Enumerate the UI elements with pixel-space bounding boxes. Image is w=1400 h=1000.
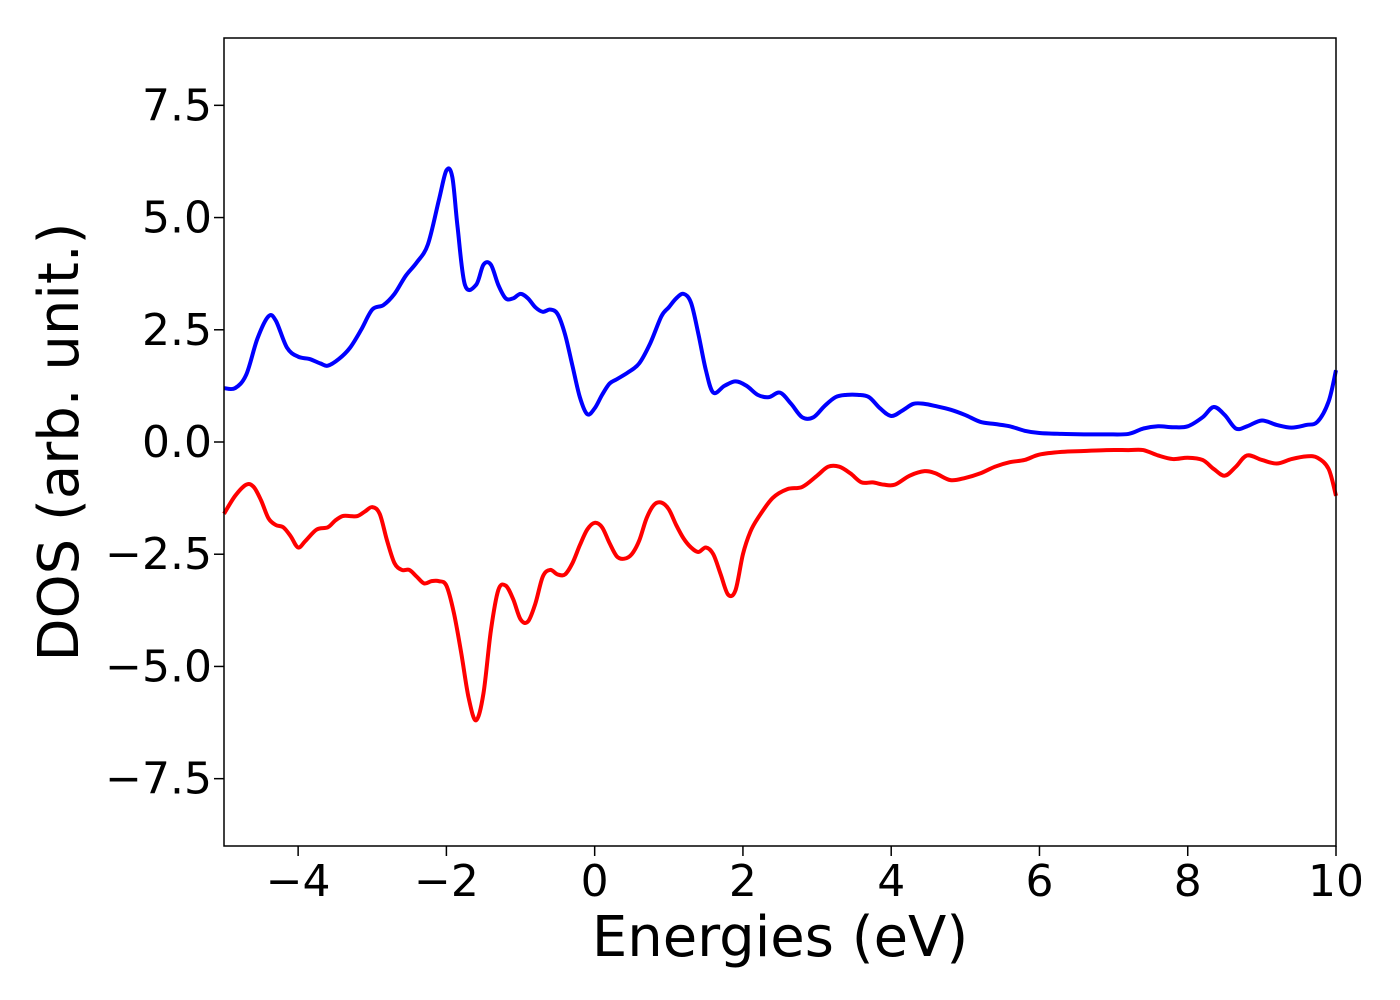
y-axis-ticks: −7.5 −5.0 −2.5 0.0 2.5 5.0 7.5 [105, 80, 224, 805]
y-tick-label: 2.5 [142, 305, 212, 356]
x-tick-label: 4 [877, 856, 905, 907]
series-line-spin-down [222, 447, 1338, 723]
series-layer [222, 166, 1338, 723]
y-tick-label: −5.0 [105, 641, 212, 692]
series-line-spin-up [223, 166, 1338, 437]
x-tick-label: −2 [414, 856, 479, 907]
x-tick-label: 6 [1025, 856, 1053, 907]
y-tick-label: −7.5 [105, 754, 212, 805]
x-axis-label: Energies (eV) [592, 905, 968, 970]
y-axis-label: DOS (arb. unit.) [27, 222, 92, 661]
x-axis-ticks: −4 −2 0 2 4 6 8 10 [266, 846, 1364, 907]
x-tick-label: 8 [1174, 856, 1202, 907]
y-tick-label: 7.5 [142, 80, 212, 131]
x-tick-label: 2 [729, 856, 757, 907]
x-tick-label: −4 [266, 856, 331, 907]
x-tick-label: 10 [1308, 856, 1364, 907]
y-tick-label: 5.0 [142, 193, 212, 244]
y-tick-label: −2.5 [105, 529, 212, 580]
x-tick-label: 0 [581, 856, 609, 907]
y-tick-label: 0.0 [142, 417, 212, 468]
